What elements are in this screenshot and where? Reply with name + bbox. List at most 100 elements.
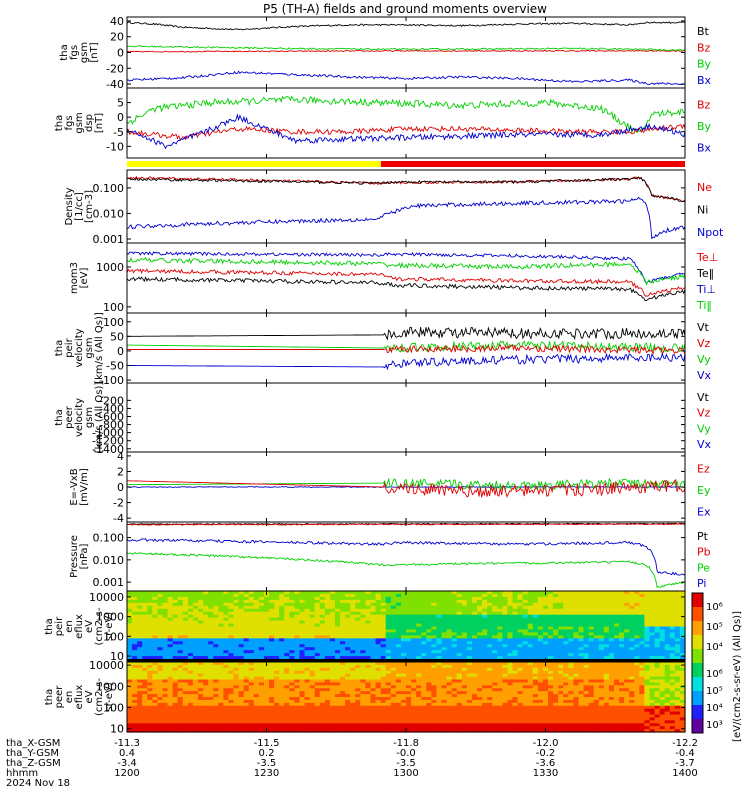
- spectrogram-cell: [304, 626, 311, 631]
- spectrogram-cell: [228, 682, 235, 686]
- spectrogram-cell: [157, 673, 164, 678]
- spectrogram-cell: [527, 702, 534, 707]
- spectrogram-cell: [198, 664, 204, 669]
- spectrogram-cell: [203, 711, 209, 716]
- spectrogram-cell: [355, 702, 361, 707]
- spectrogram-cell: [395, 729, 402, 733]
- spectrogram-cell: [563, 717, 569, 721]
- spectrogram-cell: [395, 620, 402, 625]
- spectrogram-cell: [532, 611, 539, 616]
- spectrogram-cell: [517, 593, 524, 598]
- spectrogram-cell: [360, 611, 367, 616]
- spectrogram-cell: [263, 673, 270, 678]
- spectrogram-cell: [411, 647, 417, 651]
- spectrogram-cell: [517, 723, 524, 727]
- spectrogram-cell: [177, 632, 184, 636]
- spectrogram-cell: [167, 726, 174, 730]
- spectrogram-cell: [167, 694, 174, 698]
- spectrogram-cell: [517, 641, 524, 645]
- spectrogram-cell: [421, 611, 427, 616]
- spectrogram-cell: [304, 705, 311, 710]
- spectrogram-cell: [527, 682, 534, 686]
- spectrogram-cell: [233, 697, 240, 701]
- spectrogram-cell: [380, 626, 387, 631]
- spectrogram-cell: [527, 641, 534, 645]
- spectrogram-cell: [350, 632, 356, 636]
- spectrogram-cell: [664, 650, 671, 654]
- spectrogram-cell: [431, 611, 438, 616]
- spectrogram-cell: [223, 711, 230, 716]
- spectrogram-cell: [553, 620, 559, 625]
- spectrogram-cell: [192, 708, 199, 713]
- spectrogram-cell: [385, 711, 392, 716]
- spectrogram-cell: [411, 650, 417, 654]
- spectrogram-cell: [431, 697, 438, 701]
- spectrogram-cell: [228, 670, 235, 675]
- spectrogram-cell: [228, 614, 235, 619]
- spectrogram-cell: [517, 617, 524, 622]
- spectrogram-cell: [649, 617, 656, 622]
- spectrogram-cell: [421, 676, 427, 681]
- spectrogram-cell: [380, 720, 387, 724]
- spectrogram-cell: [390, 673, 397, 678]
- spectrogram-cell: [487, 726, 493, 730]
- spectrogram-cell: [613, 602, 620, 607]
- spectrogram-cell: [157, 714, 164, 719]
- spectrogram-cell: [304, 708, 311, 713]
- spectrogram-cell: [248, 676, 255, 681]
- spectrogram-cell: [679, 602, 686, 607]
- spectrogram-cell: [309, 653, 316, 657]
- spectrogram-cell: [345, 608, 351, 613]
- spectrogram-cell: [406, 667, 412, 672]
- spectrogram-cell: [324, 635, 331, 639]
- spectrogram-cell: [248, 682, 255, 686]
- spectrogram-cell: [659, 656, 666, 660]
- spectrogram-cell: [558, 620, 564, 625]
- spectrogram-cell: [624, 632, 630, 636]
- spectrogram-cell: [608, 638, 615, 642]
- spectrogram-cell: [542, 641, 549, 645]
- spectrogram-cell: [365, 623, 372, 628]
- spectrogram-cell: [223, 676, 230, 681]
- spectrogram-cell: [431, 629, 438, 634]
- y-axis-label-line: Density: [64, 187, 75, 225]
- spectrogram-cell: [537, 605, 544, 610]
- spectrogram-cell: [507, 632, 514, 636]
- spectrogram-cell: [548, 673, 554, 678]
- spectrogram-cell: [608, 608, 615, 613]
- spectrogram-cell: [233, 608, 240, 613]
- spectrogram-cell: [329, 629, 336, 634]
- spectrogram-cell: [406, 702, 412, 707]
- spectrogram-cell: [218, 676, 224, 681]
- spectrogram-cell: [603, 602, 610, 607]
- spectrogram-cell: [537, 699, 544, 704]
- spectrogram-cell: [253, 638, 260, 642]
- spectrogram-cell: [253, 673, 260, 678]
- spectrogram-cell: [659, 638, 666, 642]
- spectrogram-cell: [563, 679, 569, 684]
- spectrogram-cell: [233, 632, 240, 636]
- y-axis-label-line: peer: [64, 405, 75, 429]
- spectrogram-cell: [482, 599, 488, 604]
- spectrogram-cell: [350, 656, 356, 660]
- spectrogram-cell: [203, 673, 209, 678]
- spectrogram-cell: [502, 596, 509, 601]
- spectrogram-cell: [248, 611, 255, 616]
- spectrogram-cell: [360, 717, 367, 721]
- spectrogram-cell: [411, 653, 417, 657]
- spectrogram-cell: [294, 699, 301, 704]
- spectrogram-cell: [593, 653, 600, 657]
- spectrogram-cell: [192, 656, 199, 660]
- spectrogram-cell: [507, 638, 514, 642]
- spectrogram-cell: [416, 702, 422, 707]
- spectrogram-cell: [487, 599, 493, 604]
- spectrogram-cell: [177, 682, 184, 686]
- spectrogram-cell: [309, 591, 316, 595]
- spectrogram-cell: [497, 632, 503, 636]
- spectrogram-cell: [583, 635, 590, 639]
- spectrogram-cell: [416, 670, 422, 675]
- spectrogram-cell: [203, 702, 209, 707]
- spectrogram-cell: [314, 602, 321, 607]
- spectrogram-cell: [421, 679, 427, 684]
